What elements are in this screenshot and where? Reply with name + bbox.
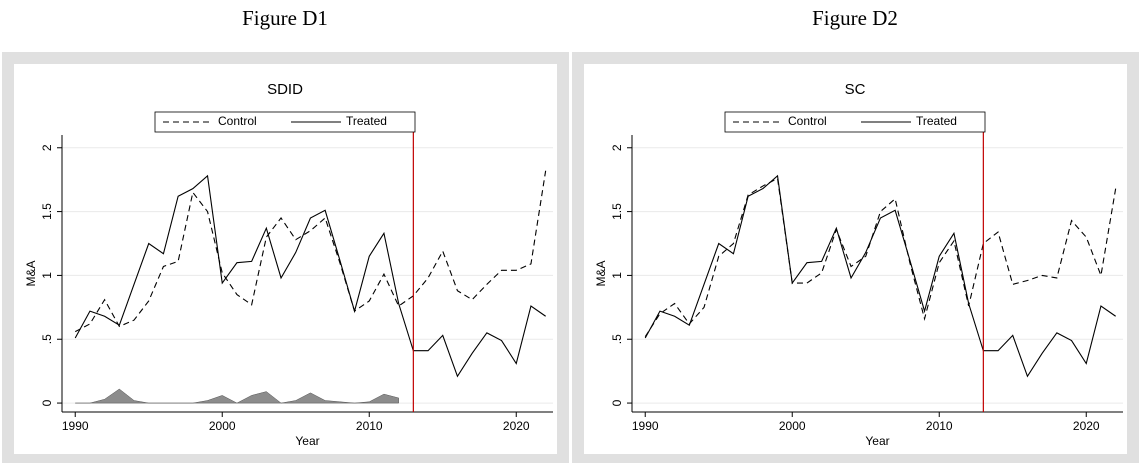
x-tick-label: 2000 (779, 419, 806, 433)
y-tick-label: .5 (610, 334, 624, 344)
series-line (644, 174, 1116, 378)
legend-label: Control (218, 114, 257, 128)
y-axis-label: M&A (24, 260, 38, 286)
x-tick-label: 2020 (1073, 419, 1100, 433)
series-line (644, 177, 1117, 337)
y-tick-label: 1.5 (40, 203, 54, 220)
chart-title: SDID (267, 81, 303, 98)
series-line (74, 174, 546, 378)
y-tick-label: .5 (40, 334, 54, 344)
chart-title: SC (845, 81, 866, 98)
weights-area (75, 388, 399, 404)
x-tick-label: 1990 (632, 419, 659, 433)
figure-caption: Figure D2 (812, 6, 898, 30)
legend-label: Treated (346, 114, 387, 128)
y-tick-label: 0 (610, 399, 624, 406)
x-tick-label: 2010 (926, 419, 953, 433)
x-tick-label: 1990 (62, 419, 89, 433)
x-axis-label: Year (295, 434, 319, 448)
y-tick-label: 1.5 (610, 203, 624, 220)
y-tick-label: 0 (40, 399, 54, 406)
y-tick-label: 1 (610, 272, 624, 279)
figure-caption: Figure D1 (242, 6, 328, 30)
y-tick-label: 2 (610, 144, 624, 151)
x-axis-label: Year (865, 434, 889, 448)
y-axis-label: M&A (594, 260, 608, 286)
legend-box (724, 111, 986, 133)
y-tick-label: 2 (40, 144, 54, 151)
series-line (74, 170, 547, 333)
legend-label: Control (788, 114, 827, 128)
x-tick-label: 2000 (209, 419, 236, 433)
legend-box (154, 111, 416, 133)
x-tick-label: 2020 (503, 419, 530, 433)
legend-label: Treated (916, 114, 957, 128)
y-tick-label: 1 (40, 272, 54, 279)
x-tick-label: 2010 (356, 419, 383, 433)
